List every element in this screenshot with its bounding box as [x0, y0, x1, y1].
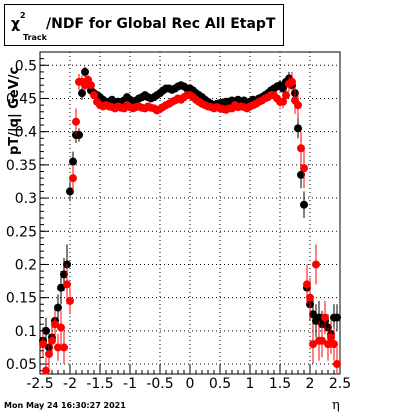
- data-point: [288, 77, 296, 86]
- data-point: [60, 343, 68, 352]
- data-point: [282, 91, 290, 100]
- series-layer: [39, 66, 341, 375]
- data-point: [324, 340, 332, 349]
- axis-ticks: [39, 58, 341, 374]
- y-tick-label: 0.1: [15, 324, 37, 340]
- y-tick-label: 0.35: [6, 158, 37, 174]
- data-point: [69, 157, 77, 166]
- title-superscript: 2: [20, 11, 26, 20]
- x-tick-label: 2.5: [329, 376, 351, 392]
- data-point: [42, 366, 50, 375]
- y-axis-label: pT/|q| GeV/c: [7, 66, 22, 155]
- y-tick-label: 0.4: [15, 125, 37, 141]
- x-tick-label: -1.5: [86, 376, 113, 392]
- data-point: [327, 333, 335, 342]
- data-point: [48, 336, 56, 345]
- title-rest: /NDF for Global Rec All EtapT: [46, 16, 276, 32]
- data-point: [57, 283, 65, 292]
- x-tick-label: 0.5: [209, 376, 231, 392]
- x-tick-label: 0: [186, 376, 195, 392]
- y-tick-label: 0.15: [6, 291, 37, 307]
- data-point: [300, 200, 308, 209]
- x-axis-label: η: [332, 398, 340, 413]
- data-point: [309, 310, 317, 319]
- grid-lines: [40, 52, 340, 374]
- x-tick-label: -1: [123, 376, 137, 392]
- data-point: [66, 296, 74, 305]
- data-point: [297, 170, 305, 179]
- data-point: [75, 130, 83, 139]
- data-point: [303, 280, 311, 289]
- title-subscript: Track: [23, 33, 47, 42]
- data-point: [87, 81, 95, 90]
- data-point: [300, 164, 308, 173]
- x-tick-label: -2: [63, 376, 77, 392]
- y-tick-label: 0.25: [6, 224, 37, 240]
- data-point: [279, 97, 287, 106]
- data-point: [72, 117, 80, 126]
- y-tick-label: 0.5: [15, 58, 37, 74]
- data-point: [78, 89, 86, 98]
- data-point: [330, 340, 338, 349]
- data-point: [45, 350, 53, 359]
- data-point: [297, 144, 305, 153]
- chart-title: χ/NDF for Global Rec All EtapT: [11, 16, 276, 32]
- timestamp: Mon May 24 16:30:27 2021: [4, 401, 126, 410]
- x-tick-label: -0.5: [146, 376, 173, 392]
- x-tick-label: 2: [306, 376, 315, 392]
- title-chi: χ: [11, 16, 21, 32]
- data-point: [66, 187, 74, 196]
- x-tick-label: 1.5: [269, 376, 291, 392]
- series-1: [39, 71, 341, 375]
- data-point: [333, 360, 341, 369]
- x-tick-labels: -2.5 -2 -1.5 -1 -0.5 0 0.5 1 1.5 2 2.5: [26, 376, 351, 392]
- data-point: [312, 260, 320, 269]
- y-tick-label: 0.2: [15, 257, 37, 273]
- data-point: [69, 174, 77, 183]
- data-point: [294, 101, 302, 110]
- data-point: [294, 124, 302, 133]
- y-tick-label: 0.3: [15, 191, 37, 207]
- data-point: [315, 313, 323, 322]
- data-point: [54, 303, 62, 312]
- data-point: [306, 293, 314, 302]
- data-point: [321, 313, 329, 322]
- data-point: [81, 67, 89, 76]
- data-point: [57, 323, 65, 332]
- data-point: [90, 91, 98, 100]
- data-point: [333, 313, 341, 322]
- x-tick-label: -2.5: [26, 376, 53, 392]
- data-point: [63, 280, 71, 289]
- data-point: [309, 340, 317, 349]
- y-tick-label: 0.05: [6, 357, 37, 373]
- title-box: χ/NDF for Global Rec All EtapT 2 Track: [4, 4, 284, 46]
- y-tick-label: 0.45: [6, 91, 37, 107]
- x-tick-label: 1: [246, 376, 255, 392]
- data-point: [279, 84, 287, 93]
- data-point: [39, 340, 47, 349]
- data-point: [42, 326, 50, 335]
- data-point: [51, 320, 59, 329]
- data-point: [54, 343, 62, 352]
- y-tick-labels: 0.05 0.1 0.15 0.2 0.25 0.3 0.35 0.4 0.45 0.5: [6, 58, 37, 373]
- data-point: [60, 270, 68, 279]
- data-point: [318, 336, 326, 345]
